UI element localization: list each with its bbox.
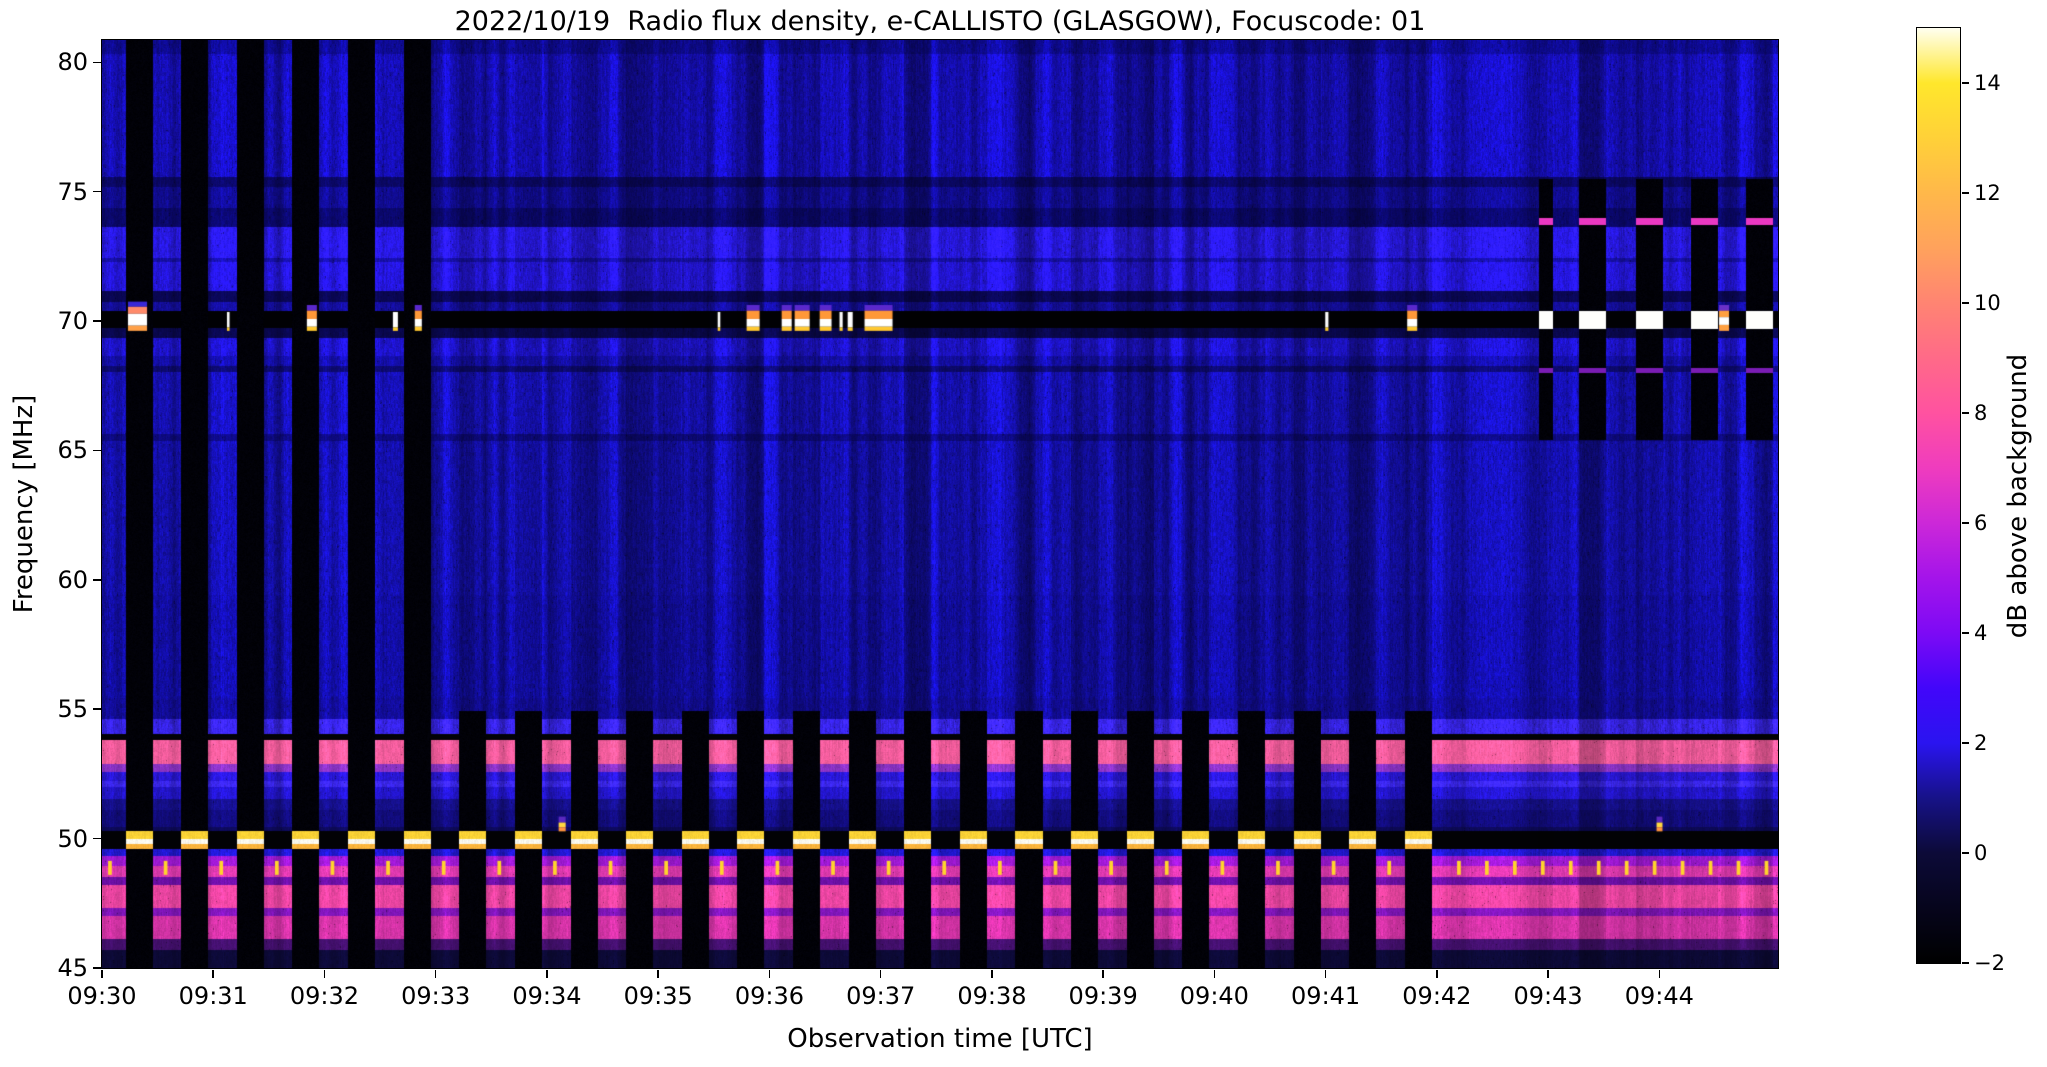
y-tick-label: 70 (57, 307, 88, 336)
x-tick-label: 09:31 (178, 982, 248, 1010)
spectrogram-heatmap (100, 38, 1779, 969)
x-tick-mark (434, 969, 437, 978)
colorbar-gradient (1915, 26, 1961, 964)
x-tick-mark (323, 969, 326, 978)
x-tick-label: 09:41 (1291, 982, 1361, 1010)
x-tick-mark (1213, 969, 1216, 978)
x-tick-label: 09:34 (512, 982, 582, 1010)
x-tick-mark (101, 969, 103, 978)
colorbar-tick-label: 2 (1974, 731, 1988, 755)
x-tick-label: 09:42 (1402, 982, 1472, 1010)
x-tick-label: 09:37 (846, 982, 916, 1010)
y-tick-mark (92, 449, 101, 452)
y-tick-mark (92, 320, 101, 322)
y-tick-mark (92, 579, 101, 581)
x-tick-mark (991, 969, 993, 978)
y-tick-mark (92, 190, 101, 193)
y-tick-label: 75 (57, 177, 88, 206)
colorbar-tick-mark (1961, 192, 1969, 194)
x-tick-mark (1436, 969, 1438, 978)
colorbar-tick-label: 8 (1974, 401, 1988, 425)
x-tick-mark (1102, 969, 1104, 978)
y-tick-label: 50 (57, 824, 88, 853)
x-tick-mark (1658, 969, 1661, 978)
x-tick-label: 09:36 (734, 982, 805, 1010)
x-tick-mark (768, 969, 771, 978)
y-tick-mark (92, 61, 101, 63)
colorbar-tick-mark (1961, 742, 1969, 744)
colorbar-label: dB above background (2003, 353, 2033, 639)
x-tick-label: 09:40 (1179, 982, 1249, 1010)
colorbar-tick-mark (1961, 302, 1969, 304)
colorbar-tick-label: 0 (1974, 841, 1988, 865)
x-tick-mark (212, 969, 214, 978)
colorbar-tick-mark (1961, 632, 1969, 634)
chart-title: 2022/10/19 Radio flux density, e-CALLIST… (454, 6, 1426, 37)
y-tick-mark (92, 837, 101, 840)
x-tick-label: 09:43 (1513, 982, 1583, 1010)
x-tick-label: 09:30 (67, 982, 137, 1010)
x-tick-label: 09:39 (1068, 982, 1138, 1010)
y-tick-mark (92, 967, 101, 969)
x-tick-mark (657, 969, 659, 978)
y-tick-label: 65 (57, 436, 88, 465)
x-tick-label: 09:44 (1624, 982, 1694, 1010)
x-tick-mark (546, 969, 548, 978)
colorbar-tick-label: 10 (1974, 291, 2001, 315)
colorbar-tick-label: 6 (1974, 511, 1988, 535)
y-tick-label: 45 (57, 954, 88, 982)
x-tick-label: 09:33 (401, 982, 471, 1010)
colorbar-tick-mark (1961, 962, 1969, 964)
colorbar-tick-mark (1961, 412, 1969, 414)
colorbar-tick-label: 4 (1974, 621, 1988, 645)
x-tick-mark (1547, 969, 1549, 978)
y-tick-mark (92, 708, 101, 710)
colorbar-tick-label: 14 (1974, 71, 2001, 95)
colorbar-tick-label: −2 (1974, 951, 2005, 975)
y-tick-label: 80 (57, 48, 88, 77)
y-tick-label: 55 (57, 695, 88, 724)
colorbar-tick-label: 12 (1974, 181, 2001, 205)
x-axis-label: Observation time [UTC] (787, 1024, 1093, 1054)
x-tick-mark (1324, 969, 1327, 978)
x-tick-label: 09:38 (957, 982, 1027, 1010)
y-tick-label: 60 (57, 565, 88, 594)
colorbar-tick-mark (1961, 522, 1969, 524)
x-tick-mark (879, 969, 882, 978)
x-tick-label: 09:35 (623, 982, 693, 1010)
colorbar-tick-mark (1961, 82, 1969, 84)
x-tick-label: 09:32 (289, 982, 360, 1010)
colorbar-tick-mark (1961, 852, 1969, 854)
